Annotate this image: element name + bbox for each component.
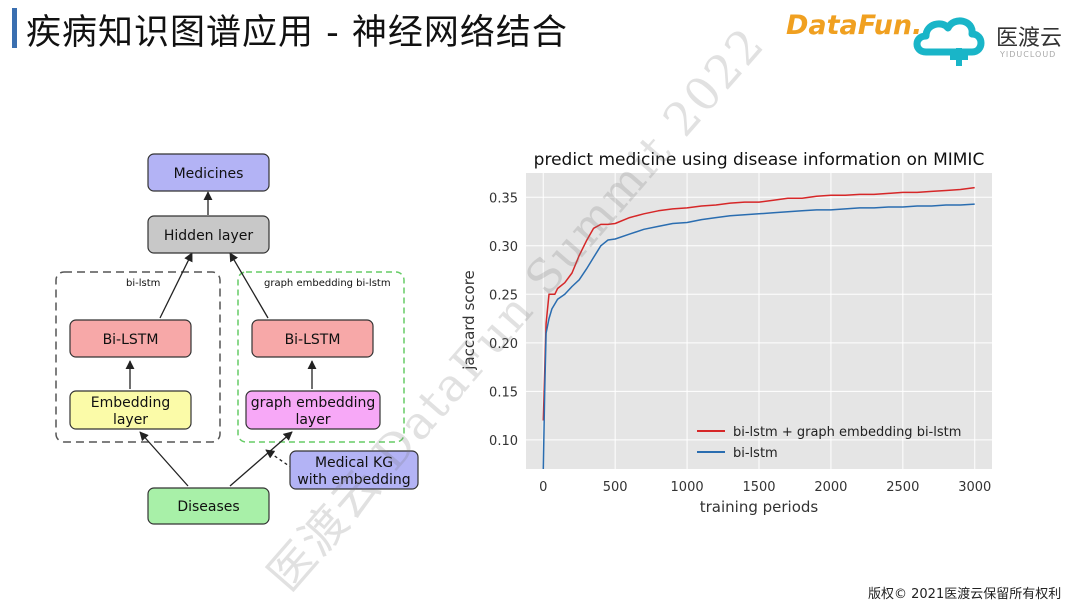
yiducloud-logo-text: 医渡云 [996,26,1063,51]
node-embedding-layer-label-1: Embedding [91,395,170,411]
group-bilstm-frame [55,271,221,443]
group-graph-embedding-label: graph embedding bi-lstm [264,278,391,289]
series-line-combined [542,186,975,421]
node-hidden-layer-label: Hidden layer [164,228,253,244]
node-embedding-layer-label-2: layer [113,412,148,428]
slide-title: 疾病知识图谱应用 - 神经网络结合 [26,13,568,53]
legend-label: bi-lstm + graph embedding bi-lstm [733,425,961,440]
x-tick-label: 1000 [671,480,704,495]
series-line-bilstm [542,203,975,470]
node-medical-kg-label-1: Medical KG [315,455,393,471]
y-tick-label: 0.15 [489,385,518,400]
x-tick-label: 1500 [742,480,775,495]
x-tick-label: 3000 [958,480,991,495]
node-graph-embedding-layer [245,390,381,430]
node-medical-kg [289,450,419,490]
node-medicines-label: Medicines [174,166,244,182]
legend-label: bi-lstm [733,446,778,461]
y-axis-label: jaccard score [460,270,478,371]
x-tick-label: 500 [603,480,628,495]
y-tick-label: 0.30 [489,240,518,255]
group-bilstm-label: bi-lstm [126,278,160,289]
node-bilstm-left-label: Bi-LSTM [103,332,159,348]
arrow-medical-kg-to-graph-embedding [265,449,293,469]
axis-ticks: 0 500 1000 1500 2000 2500 3000 0.10 0.15 0.20 0.25… [489,191,991,495]
node-bilstm-right [251,319,374,358]
yiducloud-logo-subtext: YIDUCLOUD [1000,50,1057,59]
node-embedding-layer [69,390,192,430]
node-hidden-layer [147,215,270,254]
y-tick-label: 0.35 [489,191,518,206]
node-diseases-label: Diseases [177,499,239,515]
arrow-right-bilstm-to-hidden [229,252,269,319]
arrow-diseases-to-graph-embedding [229,431,293,487]
x-tick-label: 2500 [886,480,919,495]
node-diseases [147,487,270,525]
y-tick-label: 0.20 [489,337,518,352]
x-tick-label: 2000 [814,480,847,495]
node-graph-embedding-layer-label-1: graph embedding [251,395,376,411]
chart-title: predict medicine using disease informati… [534,150,985,170]
y-tick-label: 0.25 [489,288,518,303]
datafun-logo-text: DataFun. [786,10,923,41]
datafun-logo: DataFun. [786,10,922,41]
node-bilstm-left [69,319,192,358]
node-graph-embedding-layer-label-2: layer [295,412,330,428]
node-bilstm-right-label: Bi-LSTM [285,332,341,348]
copyright-notice: 版权© 2021医渡云保留所有权利 [868,587,1062,602]
title-accent-bar [12,8,17,48]
group-graph-embedding-frame [237,271,405,443]
y-tick-label: 0.10 [489,434,518,449]
chart-legend: bi-lstm + graph embedding bi-lstm bi-lstm [697,425,961,461]
x-tick-label: 0 [539,480,547,495]
series-lines [542,186,975,470]
node-medical-kg-label-2: with embedding [297,472,410,488]
arrow-diseases-to-embedding [139,431,189,487]
x-axis-label: training periods [700,498,819,516]
node-medicines [147,153,270,192]
arrow-left-bilstm-to-hidden [159,252,193,319]
yiducloud-cloud-icon [913,17,985,66]
